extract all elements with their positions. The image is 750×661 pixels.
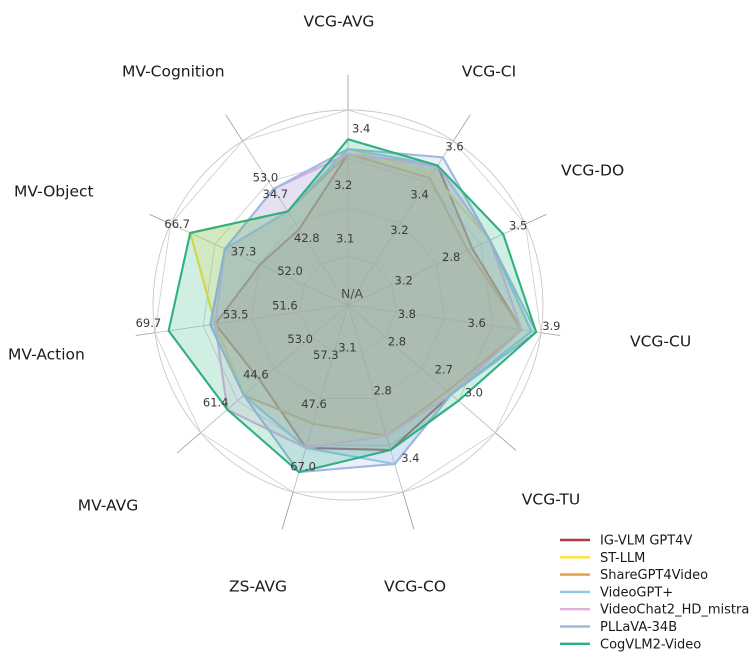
- axis-leader-mv-avg: [176, 432, 201, 454]
- axis-label-mv-avg: MV-AVG: [78, 497, 139, 515]
- legend-label: ShareGPT4Video: [600, 568, 708, 583]
- value-label-outer: 61.4: [203, 396, 229, 410]
- axis-label-vcg-avg: VCG-AVG: [304, 13, 375, 31]
- legend-item[interactable]: PLLaVA-34B: [560, 620, 677, 635]
- grid-ring: [202, 158, 494, 446]
- grid-ring: [251, 207, 445, 399]
- axis-label-vcg-co: VCG-CO: [384, 578, 446, 596]
- axis-leader-mv-object: [149, 213, 171, 225]
- value-label-inner: 3.1: [338, 341, 356, 355]
- value-label-outer: 69.7: [136, 316, 162, 330]
- axis-label-vcg-cu: VCG-CU: [630, 333, 691, 351]
- value-label-inner: 53.0: [287, 332, 313, 346]
- value-labels: 3.4 3.6 3.5 3.9 3.0 3.4 67.0 61.4 69.7 66.7 53.0 3.…: [136, 121, 561, 473]
- axis-leader-lines: [135, 74, 561, 530]
- legend-label: CogVLM2-Video: [600, 637, 701, 652]
- value-label-inner: 3.4: [410, 188, 428, 202]
- value-label-inner: 53.5: [223, 307, 249, 321]
- value-label-inner: 47.6: [301, 397, 327, 411]
- legend-label: IG-VLM GPT4V: [600, 534, 692, 549]
- legend-item[interactable]: CogVLM2-Video: [560, 637, 701, 652]
- legend-label: ST-LLM: [600, 551, 645, 566]
- axis-leader-vcg-ci: [453, 114, 471, 142]
- value-label-inner: 52.0: [277, 264, 303, 278]
- axis-leader-mv-action: [135, 332, 156, 336]
- axis-label-vcg-tu: VCG-TU: [522, 491, 580, 509]
- axis-label-vcg-do: VCG-DO: [561, 162, 624, 180]
- axis-label-vcg-ci: VCG-CI: [462, 63, 516, 81]
- grid-ring: [154, 109, 542, 493]
- axis-labels: VCG-AVG VCG-CI VCG-DO VCG-CU VCG-TU VCG-CO ZS-…: [8, 13, 691, 596]
- axis-leader-vcg-co: [402, 491, 415, 530]
- value-label-inner: 3.2: [395, 273, 413, 287]
- value-label-outer: 3.4: [352, 121, 370, 135]
- axis-leader-vcg-do: [525, 213, 547, 225]
- legend-item[interactable]: ShareGPT4Video: [560, 568, 708, 583]
- axis-leader-zs-avg: [281, 491, 294, 530]
- axis-leader-vcg-tu: [495, 432, 517, 451]
- polar-grid: [152, 109, 544, 501]
- value-label-outer: 3.6: [445, 140, 463, 154]
- legend-label: PLLaVA-34B: [600, 620, 677, 635]
- value-label-inner: 37.3: [231, 245, 257, 259]
- value-label-inner: 2.8: [388, 335, 406, 349]
- legend-item[interactable]: IG-VLM GPT4V: [560, 534, 692, 549]
- chart-legend[interactable]: IG-VLM GPT4V ST-LLM ShareGPT4Video VideoGPT…: [560, 534, 750, 653]
- value-label-outer: 3.5: [509, 218, 527, 232]
- legend-label: VideoChat2_HD_mistral: [600, 603, 750, 618]
- value-label-inner: 51.6: [272, 298, 298, 312]
- value-label-inner: 3.2: [390, 223, 408, 237]
- value-label-outer: 3.0: [465, 386, 483, 400]
- axis-label-zs-avg: ZS-AVG: [229, 578, 287, 596]
- center-na-label: N/A: [341, 286, 364, 301]
- series-polygons: [167, 138, 538, 474]
- value-label-inner: 2.7: [435, 362, 453, 376]
- value-label-inner: 42.8: [294, 231, 320, 245]
- value-label-inner: 34.7: [263, 187, 289, 201]
- series-polygon-pllava-34b: [209, 147, 538, 474]
- legend-item[interactable]: VideoGPT+: [560, 585, 673, 600]
- value-label-outer: 3.4: [401, 451, 419, 465]
- value-label-inner: 57.3: [313, 348, 339, 362]
- axis-leader-vcg-cu: [540, 332, 561, 336]
- value-label-inner: 3.6: [468, 316, 486, 330]
- series-polygon-cogvlm2-video: [167, 138, 538, 474]
- legend-item[interactable]: ST-LLM: [560, 551, 645, 566]
- axis-label-mv-action: MV-Action: [8, 346, 85, 364]
- value-label-inner: 3.8: [398, 307, 416, 321]
- series-polygon-ig-vlm-gpt4v: [214, 152, 523, 452]
- axis-label-mv-object: MV-Object: [14, 183, 94, 201]
- center-na-text: N/A: [341, 286, 364, 301]
- legend-label: VideoGPT+: [600, 585, 673, 600]
- value-label-inner: 2.8: [442, 250, 460, 264]
- value-label-inner: 3.1: [336, 232, 354, 246]
- legend-item[interactable]: VideoChat2_HD_mistral: [560, 603, 750, 618]
- value-label-inner: 3.2: [334, 178, 352, 192]
- axis-label-mv-cognition: MV-Cognition: [122, 63, 225, 81]
- value-label-outer: 53.0: [253, 171, 279, 185]
- axis-leader-mv-cognition: [225, 114, 243, 142]
- value-label-inner: 2.8: [374, 384, 392, 398]
- value-label-inner: 44.6: [243, 367, 269, 381]
- value-label-outer: 3.9: [542, 319, 560, 333]
- grid-ring: [299, 255, 397, 353]
- value-label-outer: 67.0: [290, 459, 316, 473]
- value-label-outer: 66.7: [164, 217, 190, 231]
